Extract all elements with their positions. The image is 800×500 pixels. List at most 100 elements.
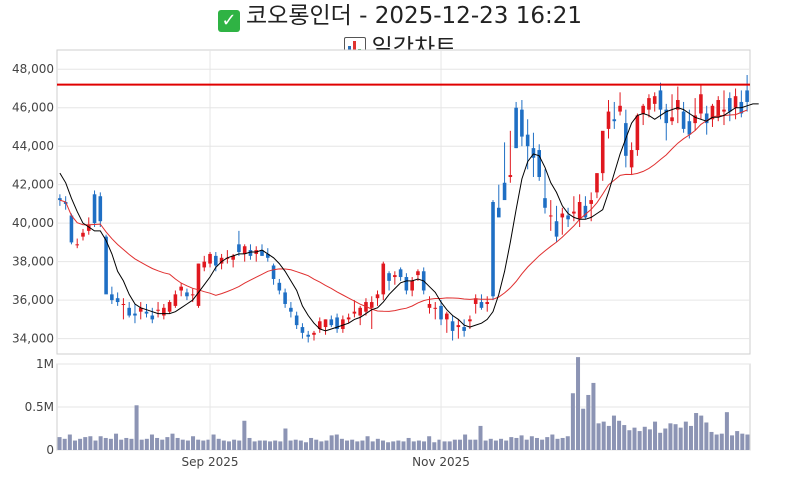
- candle-body: [133, 313, 137, 316]
- candle-body: [369, 302, 374, 308]
- candle-body: [583, 205, 588, 218]
- candle-body: [387, 273, 391, 281]
- candle-body: [531, 148, 536, 158]
- volume-bar: [704, 422, 709, 450]
- candle-body: [283, 292, 287, 304]
- volume-bar: [647, 429, 652, 450]
- candle-body: [710, 105, 715, 120]
- candle-body: [496, 207, 501, 218]
- candle-body: [260, 250, 264, 256]
- candle-body: [693, 115, 697, 124]
- volume-bar: [596, 423, 601, 450]
- candle-body: [733, 96, 738, 108]
- volume-bar: [658, 432, 663, 450]
- volume-bar: [185, 440, 190, 450]
- candle-body: [196, 263, 201, 306]
- candle-body: [676, 100, 680, 110]
- candle-body: [219, 257, 224, 264]
- volume-bar: [83, 437, 88, 450]
- volume-bar: [576, 357, 581, 450]
- candle-body: [323, 319, 328, 328]
- volume-bar: [493, 440, 498, 450]
- volume-bar: [339, 438, 344, 450]
- candle-body: [606, 111, 611, 129]
- candle-body: [514, 107, 518, 149]
- volume-bar: [329, 435, 334, 450]
- volume-bar: [211, 434, 216, 450]
- candle-body: [58, 198, 62, 201]
- candle-body: [560, 213, 565, 218]
- candle-body: [329, 319, 334, 326]
- volume-bar: [191, 436, 196, 450]
- volume-bar: [206, 439, 211, 450]
- x-tick-label: Sep 2025: [182, 455, 239, 469]
- volume-bar: [345, 440, 350, 450]
- volume-bar: [483, 440, 488, 450]
- volume-bar: [134, 405, 139, 450]
- volume-bar: [529, 436, 534, 450]
- volume-bar: [391, 441, 396, 450]
- volume-bar: [499, 438, 504, 450]
- volume-bar: [586, 394, 591, 450]
- volume-bar: [124, 437, 129, 450]
- candle-body: [185, 292, 189, 297]
- candle-body: [722, 109, 726, 112]
- price-plot-area: [56, 49, 751, 355]
- volume-bar: [119, 439, 124, 450]
- candle-body: [398, 269, 403, 278]
- candle-body: [173, 294, 178, 306]
- candle-body: [346, 317, 351, 320]
- candle-body: [450, 321, 455, 331]
- volume-bar: [98, 436, 103, 450]
- candle-body: [202, 261, 207, 268]
- candle-body: [190, 294, 195, 296]
- volume-bar: [663, 428, 668, 450]
- price-tick-label: 36,000: [12, 293, 54, 307]
- volume-bar: [201, 440, 206, 450]
- candle-body: [681, 111, 686, 129]
- candle-body: [312, 332, 316, 335]
- candle-body: [572, 211, 576, 214]
- candle-body: [525, 134, 530, 147]
- candle-body: [381, 263, 386, 295]
- volume-bar: [386, 442, 391, 450]
- ma5-line: [59, 103, 759, 332]
- volume-bar: [175, 437, 180, 450]
- candle-body: [300, 327, 305, 333]
- volume-bar: [591, 382, 596, 450]
- candle-body: [502, 182, 507, 201]
- volume-bar: [314, 439, 319, 450]
- chart-title-line: ✓ 코오롱인더 - 2025-12-23 16:21: [0, 0, 800, 32]
- candle-body: [115, 298, 120, 303]
- candle-body: [393, 275, 397, 278]
- candle-body: [687, 121, 692, 135]
- candle-body: [485, 302, 490, 304]
- volume-bar: [268, 441, 273, 450]
- volume-bar: [694, 413, 699, 450]
- volume-bar: [730, 435, 735, 450]
- volume-bar: [550, 434, 555, 450]
- volume-bar: [252, 441, 257, 450]
- volume-bar: [365, 436, 370, 450]
- candle-body: [479, 302, 484, 308]
- volume-panel: 0 0.5M 1M Sep 2025 Nov 2025: [25, 357, 751, 469]
- volume-bar: [298, 440, 303, 450]
- volume-bar: [62, 438, 67, 450]
- volume-bar: [262, 440, 267, 450]
- volume-bar: [293, 439, 298, 450]
- volume-bar: [627, 430, 632, 450]
- candle-body: [179, 286, 183, 291]
- candle-body: [462, 327, 466, 331]
- volume-bar: [545, 437, 550, 450]
- volume-bar: [149, 434, 154, 450]
- volume-bar: [427, 436, 432, 450]
- volume-bar: [283, 428, 288, 450]
- candle-body: [144, 311, 149, 314]
- candle-body: [75, 244, 80, 246]
- volume-tick-label: 0.5M: [25, 400, 54, 414]
- candle-body: [110, 294, 114, 301]
- volume-bar: [581, 408, 586, 450]
- candle-body: [208, 253, 212, 264]
- volume-bar: [534, 437, 539, 450]
- candle-body: [248, 250, 253, 256]
